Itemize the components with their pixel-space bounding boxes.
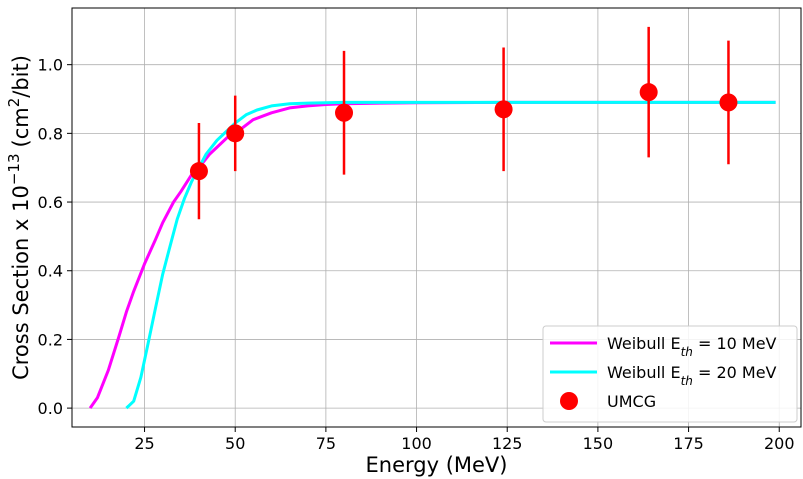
data-point xyxy=(335,103,354,122)
legend-label-weibull-20: Weibull Eth = 20 MeV xyxy=(607,363,777,388)
x-tick-label: 50 xyxy=(225,434,245,453)
x-axis: 25 50 75 100 125 150 175 200 xyxy=(134,427,795,453)
data-point xyxy=(189,162,208,181)
y-axis-label-unit-sup: 2 xyxy=(5,98,23,108)
plot-frame xyxy=(71,7,802,428)
x-axis-label: Energy (MeV) xyxy=(366,453,508,477)
data-point xyxy=(719,93,738,112)
y-tick-label: 0.6 xyxy=(38,193,63,212)
legend-label-weibull-10: Weibull Eth = 10 MeV xyxy=(607,334,777,359)
x-tick-label: 175 xyxy=(673,434,704,453)
x-tick-label: 25 xyxy=(134,434,154,453)
legend: Weibull Eth = 10 MeV Weibull Eth = 20 Me… xyxy=(542,325,798,423)
data-point xyxy=(494,100,513,119)
y-axis: 0.0 0.2 0.4 0.6 0.8 1.0 xyxy=(38,56,72,418)
x-tick-label: 75 xyxy=(316,434,336,453)
y-tick-label: 0.0 xyxy=(38,399,63,418)
data-point xyxy=(639,83,658,102)
y-axis-label-unit-tail: /bit) xyxy=(9,55,33,98)
y-tick-label: 0.2 xyxy=(38,330,63,349)
y-axis-label-exponent: −13 xyxy=(5,154,23,186)
x-tick-label: 150 xyxy=(583,434,614,453)
legend-marker-umcg xyxy=(560,392,578,410)
legend-box xyxy=(542,325,798,423)
legend-label-umcg: UMCG xyxy=(607,392,656,411)
y-tick-label: 0.4 xyxy=(38,262,63,281)
plot-area xyxy=(88,26,776,410)
y-tick-label: 1.0 xyxy=(38,56,63,75)
y-tick-label: 0.8 xyxy=(38,124,63,143)
y-axis-label: Cross Section x 10−13 (cm2/bit) xyxy=(5,55,33,380)
x-tick-label: 125 xyxy=(492,434,523,453)
x-tick-label: 100 xyxy=(401,434,432,453)
y-axis-label-unit: (cm xyxy=(9,107,33,147)
data-point xyxy=(226,124,245,143)
x-tick-label: 200 xyxy=(764,434,795,453)
y-axis-label-main: Cross Section x 10 xyxy=(9,185,33,380)
